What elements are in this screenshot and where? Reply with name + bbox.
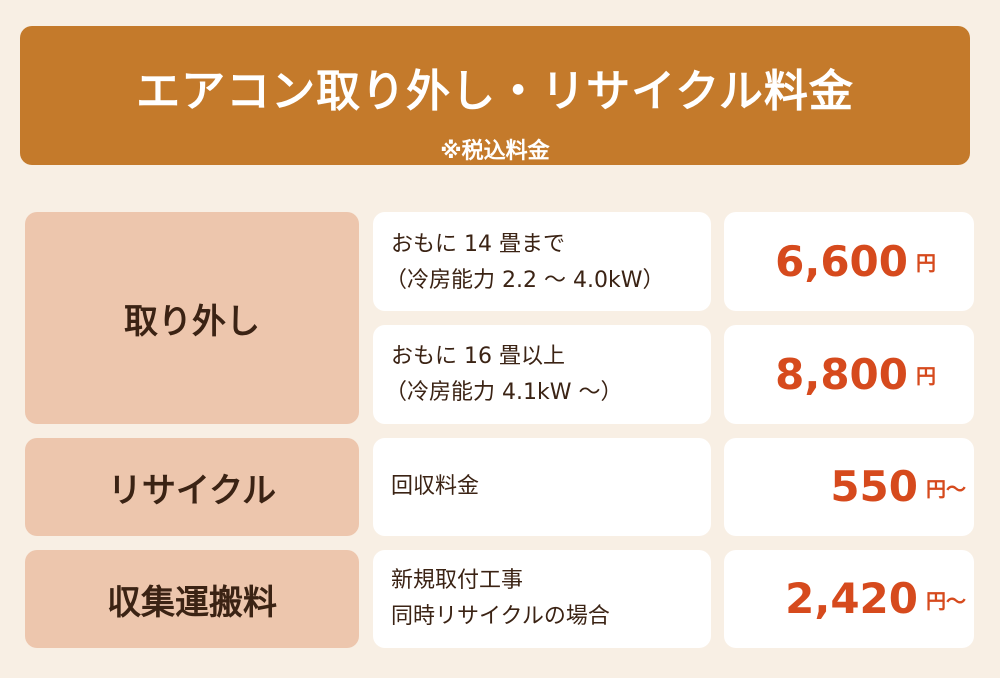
desc-line: おもに 14 畳まで (391, 231, 565, 257)
desc-recycle: 回収料金 (373, 438, 711, 536)
tax-note: ※税込料金 (440, 139, 550, 164)
category-recycle: リサイクル (25, 438, 359, 536)
category-transport: 収集運搬料 (25, 550, 359, 648)
desc-removal-16: おもに 16 畳以上 （冷房能力 4.1kW ～） (373, 325, 711, 424)
desc-transport: 新規取付工事 同時リサイクルの場合 (373, 550, 711, 648)
page-title: エアコン取り外し・リサイクル料金 (136, 66, 854, 117)
price-unit: 円～ (926, 476, 966, 501)
price-amount: 550 (830, 462, 918, 511)
price-unit: 円 (916, 364, 936, 388)
category-removal: 取り外し (25, 212, 359, 424)
price-amount: 6,600 (775, 236, 908, 286)
desc-line: （冷房能力 4.1kW ～） (385, 379, 623, 405)
price-recycle: 550 円～ (724, 438, 974, 536)
price-unit: 円 (916, 251, 936, 275)
price-removal-16: 8,800 円 (724, 325, 974, 424)
price-amount: 2,420 (785, 574, 918, 623)
price-amount: 8,800 (775, 349, 908, 399)
desc-line: 同時リサイクルの場合 (391, 604, 610, 629)
desc-line: おもに 16 畳以上 (391, 343, 565, 369)
desc-line: （冷房能力 2.2 ～ 4.0kW） (385, 267, 665, 293)
desc-removal-14: おもに 14 畳まで （冷房能力 2.2 ～ 4.0kW） (373, 212, 711, 311)
desc-line: 新規取付工事 (391, 568, 524, 593)
header-banner: エアコン取り外し・リサイクル料金 ※税込料金 (20, 26, 970, 165)
desc-line: 回収料金 (391, 474, 480, 499)
price-transport: 2,420 円～ (724, 550, 974, 648)
price-removal-14: 6,600 円 (724, 212, 974, 311)
price-unit: 円～ (926, 588, 966, 613)
